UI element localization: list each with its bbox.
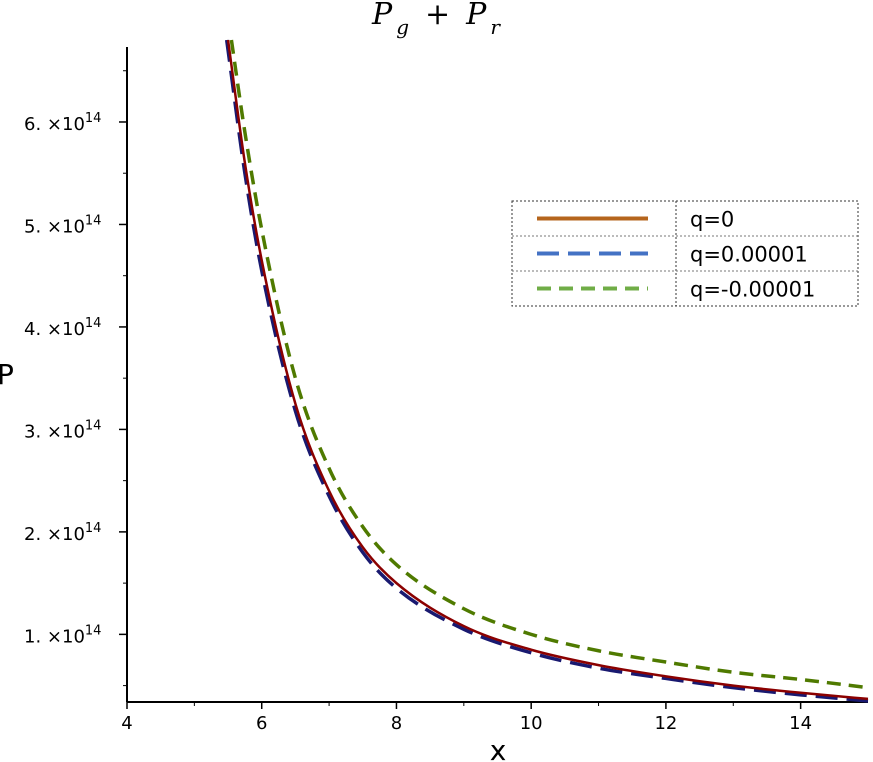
x-ticks: 4 6 8 10 12 14 xyxy=(121,702,812,734)
y-tick-label: 2. ×1014 xyxy=(24,521,101,545)
x-tick-label-6: 6 xyxy=(256,713,267,734)
legend-label-0: q=0 xyxy=(690,208,734,232)
y-tick-label: 5. ×1014 xyxy=(24,213,101,237)
series-line-2 xyxy=(229,39,869,690)
title-sub-2: r xyxy=(490,15,501,39)
y-ticks: 1. ×1014 2. ×1014 3. ×1014 4. ×1014 5. ×1014… xyxy=(24,70,127,687)
y-tick-label: 4. ×1014 xyxy=(24,316,101,340)
x-tick-label-12: 12 xyxy=(654,713,677,734)
legend: q=0 q=0.00001 q=-0.00001 xyxy=(511,200,859,307)
title-base-1: P xyxy=(371,0,393,32)
y-axis-label: P xyxy=(0,358,14,391)
series-line-1 xyxy=(224,39,869,703)
title-base-2: P xyxy=(465,0,487,32)
y-tick-label: 1. ×1014 xyxy=(24,623,101,647)
series-line-0 xyxy=(226,39,869,701)
y-tick-label: 6. ×1014 xyxy=(24,111,101,135)
x-tick-label-8: 8 xyxy=(391,713,402,734)
legend-label-2: q=-0.00001 xyxy=(690,278,815,302)
x-axis-label: x xyxy=(490,734,507,762)
legend-label-1: q=0.00001 xyxy=(690,243,808,267)
x-tick-label-14: 14 xyxy=(789,713,812,734)
y-tick-label: 3. ×1014 xyxy=(24,418,101,442)
chart-title: P g + P r xyxy=(371,0,501,39)
title-sub-1: g xyxy=(396,15,409,39)
series-layer xyxy=(224,39,869,703)
x-tick-label-4: 4 xyxy=(121,713,132,734)
title-operator: + xyxy=(425,0,450,32)
x-tick-label-10: 10 xyxy=(520,713,543,734)
